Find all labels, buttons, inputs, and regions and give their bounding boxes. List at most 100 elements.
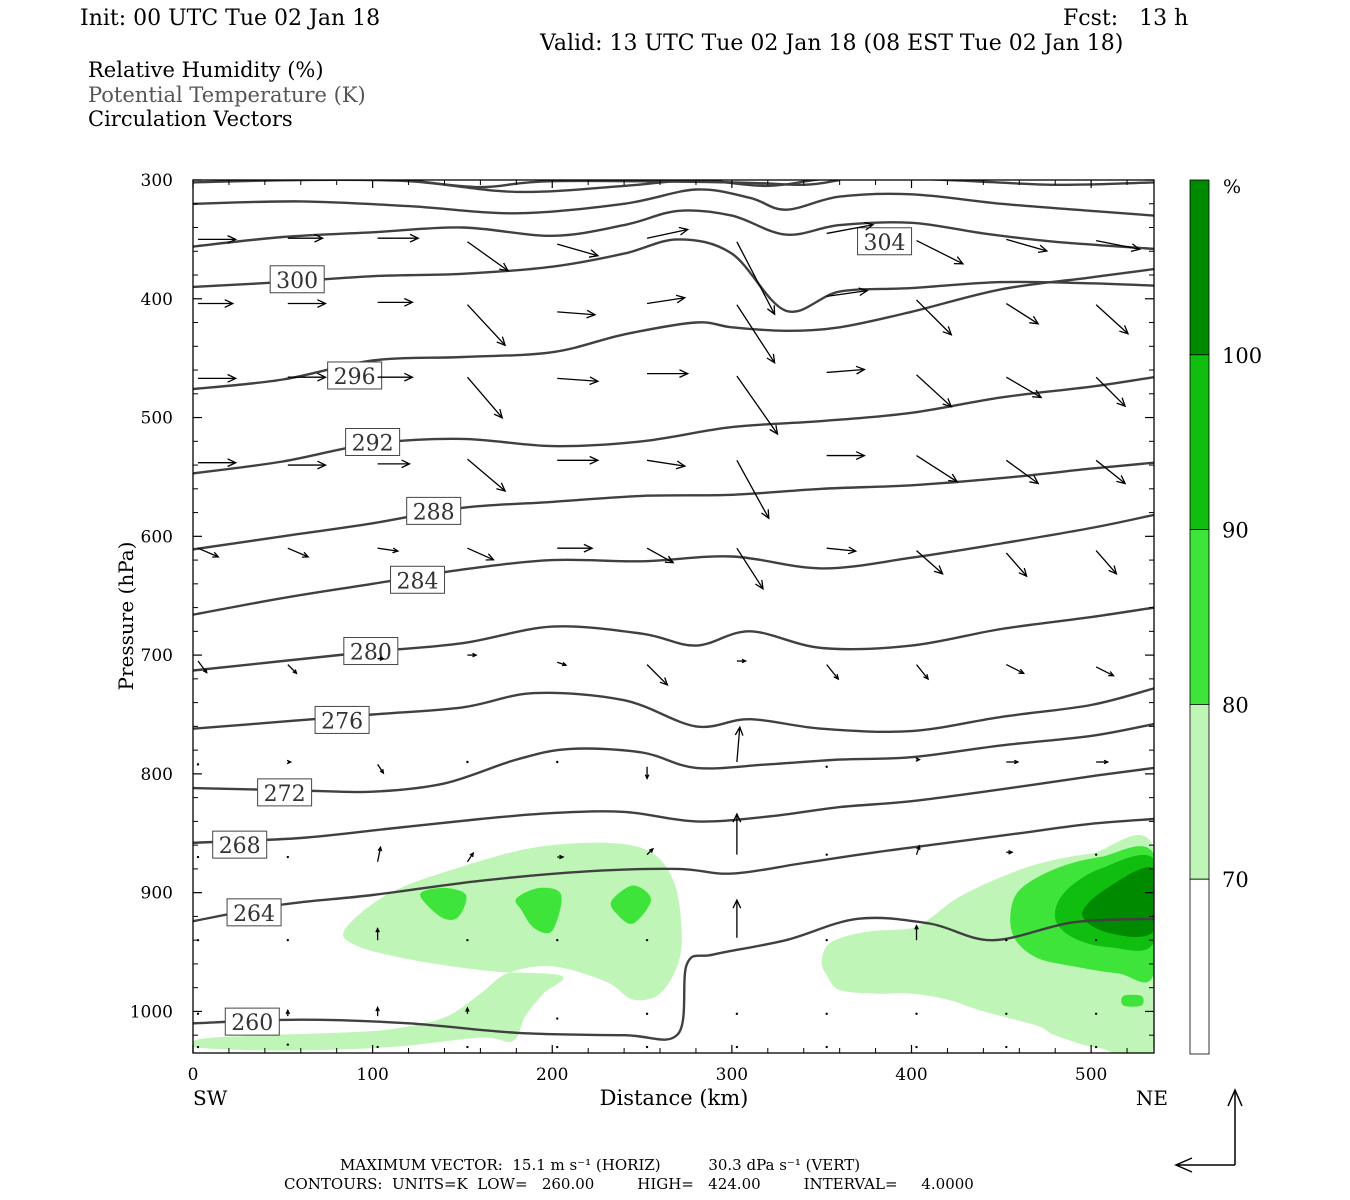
vector-85	[915, 844, 921, 855]
vector-62	[826, 664, 840, 681]
isentrope-label-box	[343, 637, 399, 666]
vector-23	[287, 372, 328, 382]
vector-26	[557, 376, 600, 386]
isentrope-label-box	[257, 778, 313, 807]
vector-13	[377, 297, 414, 307]
vector-74	[915, 757, 921, 762]
colorbar-band-3	[1189, 704, 1210, 880]
vector-36	[467, 458, 507, 492]
isentrope-276	[193, 687, 1154, 734]
isentrope-label-text: 284	[397, 569, 439, 594]
isentrope-label-268: 268	[212, 830, 268, 859]
isentrope-284	[193, 513, 1154, 616]
x-left-label: SW	[193, 1086, 228, 1110]
vector-95	[825, 938, 828, 942]
vector-4	[557, 243, 600, 258]
vector-104	[645, 1012, 649, 1016]
isentrope-label-284: 284	[390, 565, 446, 594]
isentrope-268	[193, 766, 1154, 844]
vector-33	[198, 458, 238, 468]
vector-51	[826, 546, 858, 555]
isentrope-label-292: 292	[345, 427, 401, 456]
vector-86	[1006, 850, 1014, 855]
isentrope-label-304: 304	[857, 227, 913, 256]
vector-61	[736, 658, 748, 664]
rh-region-80	[610, 885, 651, 924]
vector-109	[1094, 1012, 1098, 1016]
vector-69	[466, 760, 469, 764]
vector-101	[375, 1005, 380, 1017]
vector-93	[645, 938, 649, 942]
rh-region-80	[1121, 994, 1144, 1007]
isentrope-label-276: 276	[314, 705, 370, 734]
isentrope-label-280: 280	[343, 637, 399, 666]
vector-21	[1095, 304, 1130, 335]
vector-10	[1096, 239, 1142, 253]
vector-98	[1094, 938, 1098, 942]
isentrope-label-box	[390, 565, 446, 594]
vector-82	[646, 847, 654, 856]
vector-17	[736, 304, 776, 364]
vector-77	[196, 855, 200, 859]
vector-83	[732, 812, 742, 855]
y-tick-label-1000: 1000	[130, 1002, 173, 1022]
x-right-label: NE	[1136, 1086, 1168, 1110]
vector-75	[1006, 759, 1020, 765]
y-tick-label-400: 400	[141, 290, 173, 310]
x-tick-label-400: 400	[895, 1065, 927, 1085]
isentrope-308	[193, 188, 1154, 217]
vector-81	[557, 854, 565, 860]
contour-info: CONTOURS: UNITS=K LOW= 260.00 HIGH= 424.…	[284, 1175, 974, 1193]
vector-44	[197, 547, 220, 558]
vector-key-icon	[1174, 1088, 1243, 1173]
max-vector-note: MAXIMUM VECTOR: 15.1 m s⁻¹ (HORIZ) 30.3 …	[340, 1156, 861, 1174]
vector-119	[1005, 1045, 1008, 1049]
y-tick-label-800: 800	[141, 765, 173, 785]
y-tick-label-600: 600	[141, 527, 173, 547]
vector-96	[914, 924, 919, 941]
isentrope-label-272: 272	[257, 778, 313, 807]
isentrope-label-text: 272	[264, 782, 306, 807]
isentrope-260	[193, 916, 1154, 1041]
vector-117	[825, 1045, 828, 1049]
vector-7	[826, 221, 875, 235]
vector-5	[646, 226, 690, 239]
vector-113	[466, 1045, 469, 1049]
vector-52	[916, 550, 944, 575]
isentrope-label-box	[406, 496, 462, 525]
vector-30	[916, 374, 953, 408]
valid-time: Valid: 13 UTC Tue 02 Jan 18 (08 EST Tue …	[540, 31, 1124, 56]
vector-68	[377, 764, 385, 775]
vector-73	[825, 765, 828, 768]
vector-107	[915, 1012, 918, 1016]
vector-103	[556, 1017, 559, 1020]
isentrope-label-text: 280	[350, 641, 392, 666]
rh-shading	[193, 835, 1154, 1053]
vector-99	[196, 1012, 200, 1016]
axes: 0 100 200 300 400 500 300 400 500 600 700 800 900 100…	[130, 171, 1154, 1085]
vector-120	[1094, 1045, 1098, 1049]
isentrope-label-text: 264	[233, 902, 275, 927]
isentrope-label-box	[226, 898, 282, 927]
vector-42	[1005, 459, 1040, 485]
vector-72	[734, 725, 744, 763]
rh-region-80	[515, 887, 562, 934]
vector-3	[467, 241, 510, 272]
y-tick-label-900: 900	[141, 884, 173, 904]
vector-6	[736, 241, 776, 316]
vector-78	[286, 855, 290, 859]
vector-35	[377, 459, 412, 469]
legend-rh: Relative Humidity (%)	[88, 58, 324, 82]
isentrope-300	[193, 238, 1154, 314]
vector-47	[467, 547, 495, 561]
plot-frame	[192, 179, 1155, 1054]
vector-76	[1096, 759, 1110, 765]
colorbar-tick-90: 90	[1222, 519, 1249, 543]
vector-106	[825, 1012, 828, 1016]
vector-58	[467, 652, 478, 658]
vector-50	[736, 547, 764, 591]
vector-43	[1095, 459, 1127, 485]
vector-102	[465, 1006, 470, 1014]
y-tick-label-700: 700	[141, 646, 173, 666]
